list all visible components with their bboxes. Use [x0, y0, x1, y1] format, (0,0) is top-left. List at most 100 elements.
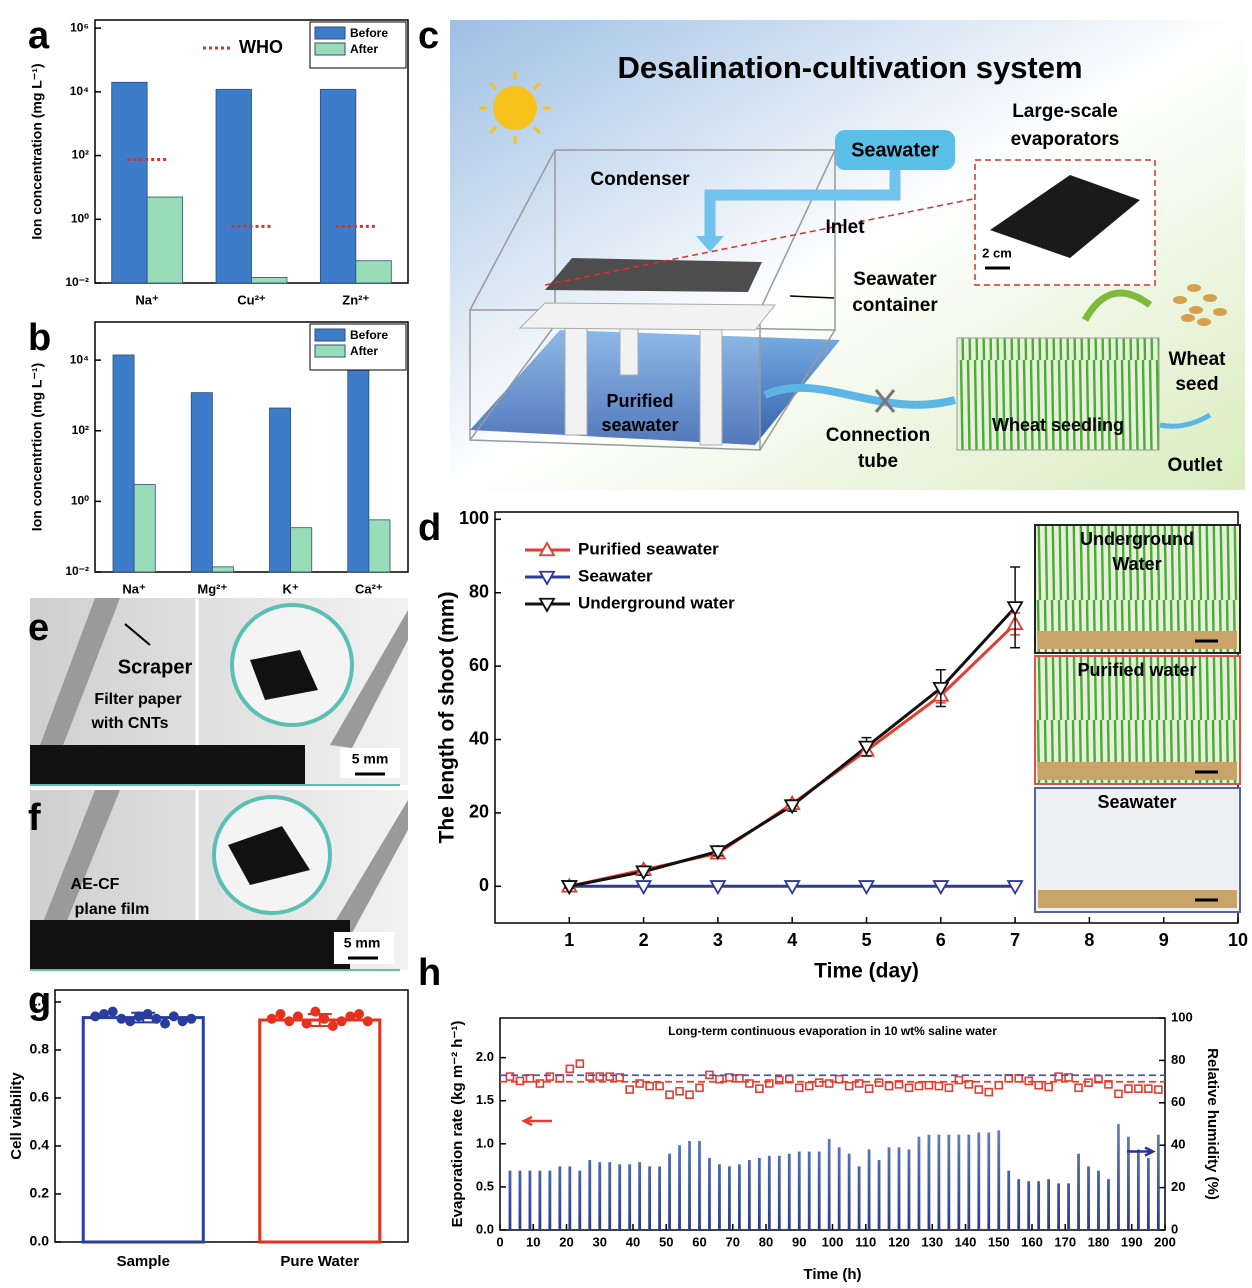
data-point [545, 1072, 555, 1081]
bar [1127, 1136, 1130, 1230]
data-point [327, 1021, 338, 1031]
bar [797, 1151, 801, 1230]
data-point [266, 1013, 277, 1024]
data-point [804, 1081, 814, 1091]
film [250, 650, 318, 700]
data-point [904, 1083, 914, 1093]
inset-soil [1038, 762, 1237, 780]
y-tick-label: 0.4 [30, 1137, 50, 1153]
bar [1047, 1179, 1051, 1230]
bar [807, 1151, 811, 1230]
inset-soil [1038, 631, 1237, 649]
bar [738, 1164, 741, 1230]
bar [133, 484, 156, 573]
bar [787, 1153, 791, 1230]
bar [857, 1166, 861, 1230]
data-point [354, 1009, 365, 1019]
data-point [1064, 1073, 1073, 1082]
bar [728, 1166, 731, 1230]
label: seawater [601, 415, 678, 435]
bar [777, 1155, 781, 1230]
data-point [695, 1083, 704, 1093]
data-point [1154, 1085, 1163, 1094]
series-line [569, 606, 1017, 888]
marker [783, 880, 801, 896]
data-point [794, 1083, 804, 1093]
scraper [330, 610, 408, 748]
scraper [330, 800, 408, 933]
bar [688, 1140, 691, 1230]
label: Wheat [1169, 349, 1227, 370]
bar [947, 1134, 951, 1230]
bar [668, 1153, 671, 1230]
data-point [665, 1090, 674, 1099]
data-point [1144, 1084, 1153, 1093]
y-tick-label: 40 [469, 728, 489, 748]
bar [1087, 1166, 1090, 1230]
label: Condenser [590, 169, 690, 190]
marker [560, 880, 578, 896]
y-tick-label: 0.6 [30, 1089, 50, 1105]
x-tick-label: 190 [1121, 1234, 1143, 1249]
x-tick-label: 9 [1159, 930, 1169, 950]
data-point [116, 1013, 127, 1024]
marker [635, 880, 653, 896]
y-axis-label: Ion concentration (mg L⁻¹) [29, 63, 45, 239]
film [30, 920, 350, 970]
bar [81, 1016, 205, 1244]
bar [628, 1164, 632, 1230]
x-tick-label: Na⁺ [135, 292, 159, 307]
y-tick-label: 0 [479, 875, 489, 895]
x-tick-label: Na⁺ [122, 581, 146, 596]
bar [1097, 1170, 1100, 1230]
label: Inlet [825, 217, 865, 238]
data-point [774, 1075, 784, 1085]
inlet-pipe [704, 170, 901, 238]
data-point [954, 1075, 964, 1085]
data-point [655, 1081, 664, 1091]
bar [1117, 1124, 1120, 1230]
x-tick-label: K⁺ [283, 581, 299, 596]
bar [258, 1018, 382, 1244]
bar [1107, 1179, 1110, 1230]
legend-label: Underground water [578, 593, 735, 612]
connection-tube [763, 383, 957, 409]
y2-tick-label: 80 [1171, 1052, 1185, 1067]
y-tick-label: 10⁻² [65, 564, 89, 578]
data-point [1034, 1080, 1043, 1090]
label: Seawater [851, 139, 939, 161]
x-tick-label: 50 [659, 1234, 673, 1249]
bar [1067, 1183, 1070, 1230]
data-point [914, 1081, 924, 1091]
panel-label: f [28, 797, 41, 839]
bar [319, 88, 357, 284]
data-point [615, 1073, 625, 1082]
data-point [1124, 1084, 1133, 1093]
legend-label: Before [350, 328, 388, 342]
data-point [645, 1081, 654, 1091]
data-point [864, 1084, 874, 1093]
data-point [1054, 1072, 1063, 1081]
marker [635, 865, 653, 881]
y-tick-label: 0.2 [30, 1185, 50, 1201]
seeds [1173, 284, 1227, 326]
y-tick-label: 100 [459, 508, 489, 528]
data-point [994, 1080, 1004, 1090]
x-tick-label: 60 [692, 1234, 706, 1249]
y-tick-label: 2.0 [476, 1049, 494, 1064]
legend-marker [538, 570, 556, 586]
legend-swatch [314, 26, 346, 40]
marker [1006, 601, 1024, 617]
legend-swatch [314, 328, 346, 342]
data-point [186, 1013, 197, 1024]
data-point [275, 1009, 286, 1019]
label: tube [858, 451, 898, 472]
legend-swatch [314, 344, 346, 358]
marker [932, 880, 950, 896]
scraper [40, 598, 120, 748]
x-tick-label: 140 [955, 1234, 977, 1249]
bar [917, 1136, 921, 1230]
x-tick-label: 180 [1088, 1234, 1110, 1249]
data-point [565, 1064, 575, 1074]
x-tick-label: 200 [1154, 1234, 1176, 1249]
